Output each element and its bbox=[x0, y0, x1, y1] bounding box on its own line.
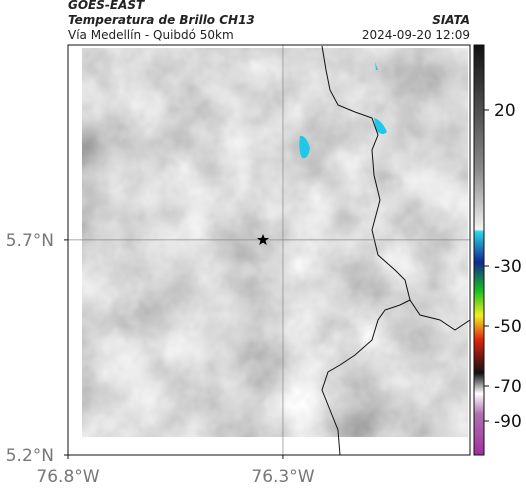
source: SIATA bbox=[432, 13, 470, 27]
route: Vía Medellín - Quibdó 50km bbox=[68, 28, 234, 42]
x-tick-label: 76.8°W bbox=[36, 467, 99, 487]
colorbar bbox=[473, 44, 485, 456]
map-frame bbox=[67, 44, 471, 456]
x-tick-label: 76.3°W bbox=[251, 467, 314, 487]
product: Temperatura de Brillo CH13 bbox=[68, 13, 255, 27]
cold-clouds bbox=[299, 62, 387, 159]
colorbar-label: 20 bbox=[494, 101, 516, 121]
y-tick-label: 5.2°N bbox=[6, 446, 54, 466]
colorbar-label: -90 bbox=[494, 412, 522, 432]
colorbar-label: -50 bbox=[494, 317, 522, 337]
timestamp: 2024-09-20 12:09 bbox=[362, 28, 470, 42]
satellite: GOES-EAST bbox=[68, 0, 145, 12]
location-marker bbox=[257, 234, 269, 245]
colorbar-label: -70 bbox=[494, 377, 522, 397]
borders bbox=[321, 45, 471, 456]
satellite-image bbox=[82, 48, 468, 437]
colorbar-label: -30 bbox=[494, 257, 522, 277]
y-tick-label: 5.7°N bbox=[6, 231, 54, 251]
